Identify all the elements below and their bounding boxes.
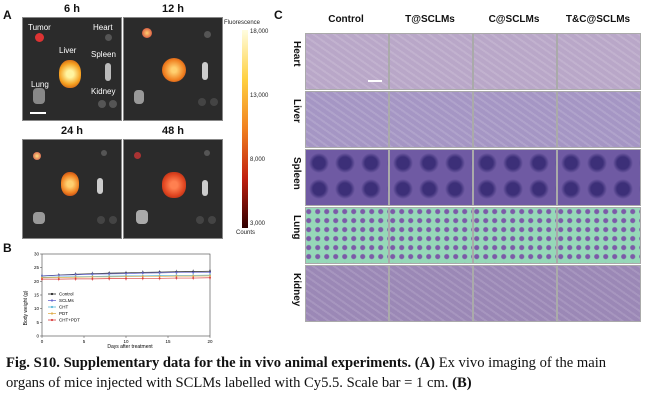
histology-image-kidney-1 <box>389 265 473 322</box>
legend-label: SCLMs <box>59 298 75 303</box>
histology-image-spleen-0 <box>305 149 389 206</box>
x-tick-label: 20 <box>207 339 213 344</box>
legend-label: Control <box>59 292 74 297</box>
y-tick-label: 10 <box>34 306 40 311</box>
organ-label-liver: Liver <box>59 46 77 55</box>
organ-label-spleen: Spleen <box>91 50 116 59</box>
histology-image-spleen-1 <box>389 149 473 206</box>
histology-image-heart-3 <box>557 33 641 90</box>
legend-marker <box>50 292 54 296</box>
histology-image-heart-0 <box>305 33 389 90</box>
fluorescence-colorbar <box>242 30 248 228</box>
legend-label: CHT+PDT <box>59 318 80 323</box>
x-tick-label: 10 <box>123 339 129 344</box>
row-header-spleen: Spleen <box>291 157 302 190</box>
caption-a-label: (A) <box>414 355 436 371</box>
caption-a-text: Ex vivo imaging of the main organs of mi… <box>6 355 607 391</box>
panel-a-letter: A <box>3 8 12 22</box>
caption-title: Fig. S10. Supplementary data for the in … <box>6 355 412 371</box>
column-header-3: T&C@SCLMs <box>565 14 631 25</box>
histology-image-lung-0 <box>305 207 389 264</box>
organ-label-tumor: Tumor <box>28 23 51 32</box>
organ-label-kidney: Kidney <box>91 87 116 96</box>
x-tick-label: 15 <box>165 339 171 344</box>
scale-bar <box>368 80 382 82</box>
legend-marker <box>50 305 54 309</box>
legend-label: CHT <box>59 305 68 310</box>
row-header-kidney: Kidney <box>291 273 302 307</box>
y-tick-label: 25 <box>34 265 40 270</box>
histology-image-liver-0 <box>305 91 389 148</box>
row-header-liver: Liver <box>291 99 302 123</box>
panel-b-letter: B <box>3 241 12 255</box>
histology-image-spleen-2 <box>473 149 557 206</box>
histology-image-lung-1 <box>389 207 473 264</box>
panel-c-letter: C <box>274 8 283 22</box>
histology-image-kidney-2 <box>473 265 557 322</box>
row-header-lung: Lung <box>291 215 302 240</box>
legend-marker <box>50 318 54 322</box>
body-weight-chart: Body weight (g) Days after treatment 0 5 1… <box>23 252 213 351</box>
imaging-tile-24h <box>22 139 122 239</box>
legend-marker <box>50 299 54 302</box>
x-tick-label: 0 <box>41 339 44 344</box>
imaging-tile-12h <box>123 17 223 121</box>
colorbar-tick-13000: 13,000 <box>250 93 269 99</box>
y-tick-label: 15 <box>34 293 40 298</box>
y-tick-label: 0 <box>36 334 39 339</box>
x-axis-label: Days after treatment <box>107 344 153 350</box>
tile-title-6h: 6 h <box>64 3 80 15</box>
column-header-2: C@SCLMs <box>488 14 540 25</box>
y-tick-label: 30 <box>34 252 40 257</box>
histology-image-liver-3 <box>557 91 641 148</box>
histology-image-liver-1 <box>389 91 473 148</box>
histology-image-heart-1 <box>389 33 473 90</box>
column-header-1: T@SCLMs <box>405 14 455 25</box>
histology-image-kidney-0 <box>305 265 389 322</box>
organ-label-heart: Heart <box>93 23 113 32</box>
histology-image-kidney-3 <box>557 265 641 322</box>
histology-image-lung-2 <box>473 207 557 264</box>
y-tick-label: 5 <box>36 320 39 325</box>
imaging-tile-6h: Tumor Heart Liver Spleen Lung Kidney <box>22 17 122 121</box>
caption-b-label: (B) <box>452 375 472 391</box>
colorbar-unit: Counts <box>236 230 256 236</box>
row-header-heart: Heart <box>291 41 302 67</box>
histology-image-heart-2 <box>473 33 557 90</box>
tile-title-12h: 12 h <box>161 3 184 15</box>
y-axis-label: Body weight (g) <box>23 290 29 325</box>
y-tick-label: 20 <box>34 279 40 284</box>
figure-caption: Fig. S10. Supplementary data for the in … <box>6 353 646 393</box>
tile-title-48h: 48 h <box>161 125 184 137</box>
column-header-0: Control <box>328 14 364 25</box>
organ-label-lung: Lung <box>31 80 49 89</box>
colorbar-tick-8000: 8,000 <box>250 157 266 163</box>
histology-image-liver-2 <box>473 91 557 148</box>
imaging-tile-48h <box>123 139 223 239</box>
histology-image-lung-3 <box>557 207 641 264</box>
x-tick-label: 5 <box>83 339 86 344</box>
colorbar-title: Fluorescence <box>224 20 261 26</box>
histology-image-spleen-3 <box>557 149 641 206</box>
colorbar-tick-3000: 3,000 <box>250 221 266 227</box>
legend-marker <box>50 312 54 315</box>
tile-title-24h: 24 h <box>60 125 83 137</box>
colorbar-tick-18000: 18,000 <box>250 29 269 35</box>
legend-label: PDT <box>59 311 68 316</box>
